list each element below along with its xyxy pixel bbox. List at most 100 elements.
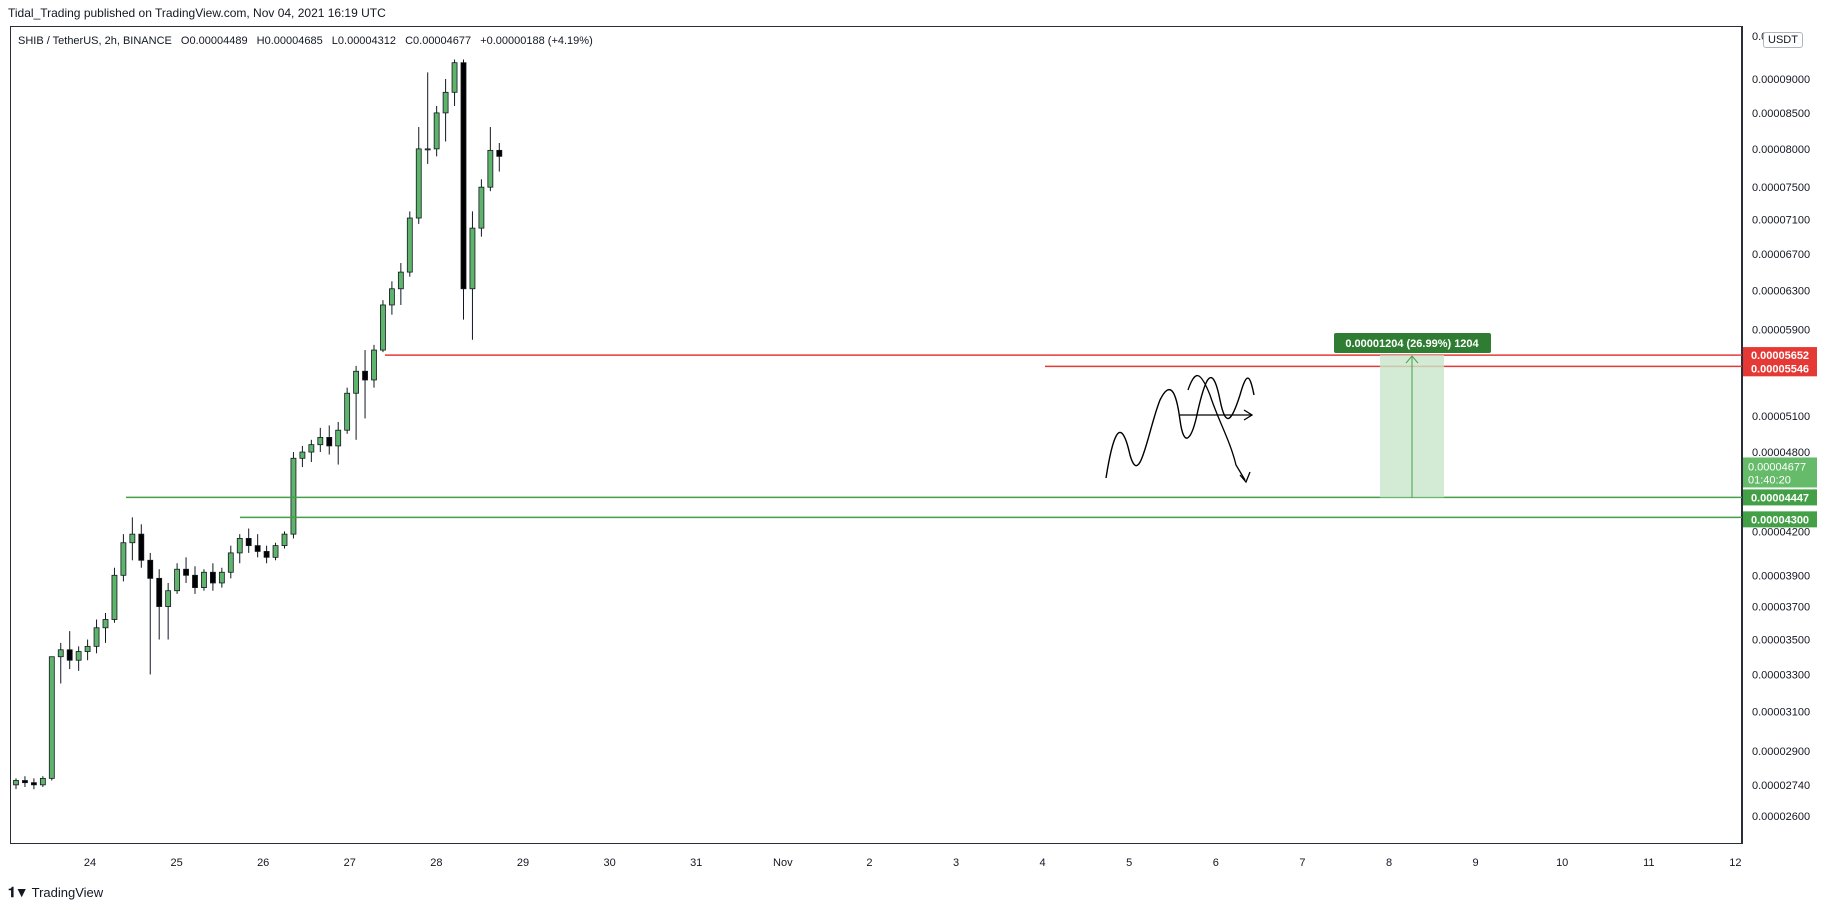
y-tick-label: 0.00002740: [1752, 780, 1810, 792]
x-tick-label: 8: [1386, 857, 1392, 869]
candle-body: [263, 551, 270, 558]
x-tick-label: 31: [690, 857, 702, 869]
projection-path-1: [1105, 376, 1255, 479]
price-tag-support-top: 0.00004447: [1751, 492, 1809, 504]
y-tick-label: 0.00006700: [1752, 249, 1810, 261]
candle-body: [201, 571, 207, 589]
candle-body: [308, 444, 315, 453]
price-axis: 0.00009000 0.00008500 0.00008000 0.00007500…: [1752, 74, 1810, 823]
candle-body: [451, 62, 458, 93]
y-tick-label: 0.00003100: [1752, 707, 1810, 719]
candle-body: [93, 627, 100, 647]
candle-body: [174, 568, 181, 592]
price-tag-resistance-bottom-bg: [1743, 360, 1817, 377]
y-tick-label: 0.00007500: [1752, 182, 1810, 194]
candle-body: [66, 649, 73, 661]
candle-body: [335, 429, 342, 447]
candle-body: [442, 91, 449, 114]
candle-body: [478, 186, 485, 229]
price-tag-resistance-bottom: 0.00005546: [1751, 363, 1809, 375]
candle-body: [433, 112, 440, 150]
measure-arrow-head: [1405, 355, 1419, 364]
price-tag-resistance-top: 0.00005652: [1751, 350, 1809, 362]
x-tick-label: 27: [344, 857, 356, 869]
y-tick-label: 0.00003700: [1752, 602, 1810, 614]
currency-badge[interactable]: USDT: [1763, 32, 1803, 48]
footer-brand[interactable]: 𝟏▼ TradingView: [8, 884, 103, 901]
x-tick-label: 24: [84, 857, 96, 869]
candle-body: [30, 782, 37, 786]
candle-body: [299, 451, 306, 459]
candle-body: [48, 656, 55, 779]
candle-body: [353, 370, 360, 394]
x-tick-label: 7: [1299, 857, 1305, 869]
publisher-line: Tidal_Trading published on TradingView.c…: [8, 6, 386, 20]
legend-close: C0.00004677: [405, 35, 472, 47]
chart-frame: [10, 26, 1742, 844]
candle-body: [406, 217, 413, 273]
candle-body: [13, 780, 19, 786]
x-tick-label: 12: [1729, 857, 1741, 869]
candles-layer: [13, 59, 503, 790]
y-tick-label: 0.00009000: [1752, 74, 1810, 86]
legend-change: +0.00000188 (+4.19%): [480, 35, 593, 47]
candle-body: [496, 149, 503, 157]
candle-body: [84, 645, 91, 652]
y-tick-label: 0.00004200: [1752, 526, 1810, 538]
x-tick-label: 26: [257, 857, 269, 869]
y-tick-label: 0.00006300: [1752, 286, 1810, 298]
y-tick-label: 0.00002900: [1752, 746, 1810, 758]
candle-body: [39, 777, 46, 786]
x-tick-label: 9: [1473, 857, 1479, 869]
candle-body: [236, 538, 243, 554]
y-tick-label: 0.00002600: [1752, 811, 1810, 823]
y-tick-label: 0.00008000: [1752, 144, 1810, 156]
x-tick-label: 30: [603, 857, 615, 869]
candle-body: [75, 651, 82, 661]
legend-low: L0.00004312: [331, 35, 397, 47]
x-tick-label: 6: [1213, 857, 1219, 869]
candle-body: [218, 571, 225, 584]
drawings-layer: 0.00001204 (26.99%) 1204: [1105, 333, 1491, 498]
legend-open: O0.00004489: [180, 35, 248, 47]
chart-legend: SHIB / TetherUS, 2h, BINANCE O0.00004489…: [18, 35, 599, 47]
legend-symbol: SHIB / TetherUS, 2h, BINANCE: [18, 35, 172, 47]
x-tick-label: 4: [1040, 857, 1046, 869]
candle-body: [102, 619, 109, 629]
candle-body: [111, 574, 118, 620]
y-tick-label: 0.00005900: [1752, 325, 1810, 337]
x-tick-label: 5: [1126, 857, 1132, 869]
x-tick-label: 2: [866, 857, 872, 869]
time-axis: 24 25 26 27 28 29 30 31 Nov 2 3 4 5 6 7 8 9 10 11 12: [84, 857, 1742, 869]
x-tick-label: 29: [517, 857, 529, 869]
candle-body: [254, 545, 261, 552]
candle-body: [272, 545, 279, 558]
legend-high: H0.00004685: [256, 35, 323, 47]
projection-arrow-down: [1239, 471, 1251, 484]
price-axis-separator: [1742, 26, 1743, 844]
footer-brand-text: TradingView: [31, 885, 104, 900]
projection-path-3: [1187, 374, 1246, 481]
candle-body: [371, 349, 377, 381]
price-tag-support-bottom-bg: [1743, 511, 1817, 528]
candle-body: [290, 457, 297, 535]
candle-body: [120, 542, 127, 576]
candle-body: [138, 533, 145, 561]
measure-label-bg: [1334, 333, 1491, 353]
candle-body: [415, 148, 422, 219]
y-tick-label: 0.00007100: [1752, 215, 1810, 227]
candle-body: [326, 437, 333, 447]
y-tick-label: 0.00004800: [1752, 447, 1810, 459]
countdown-tag: 01:40:20: [1748, 474, 1791, 486]
candle-body: [487, 149, 494, 188]
price-tag-support-top-bg: [1743, 489, 1817, 506]
x-tick-label: 11: [1643, 857, 1654, 869]
candle-body: [192, 574, 198, 589]
x-tick-label: 28: [430, 857, 442, 869]
tradingview-logo-icon: 𝟏▼: [8, 884, 29, 900]
candle-body: [156, 577, 163, 607]
candle-body: [344, 392, 351, 431]
candle-body: [380, 304, 386, 351]
